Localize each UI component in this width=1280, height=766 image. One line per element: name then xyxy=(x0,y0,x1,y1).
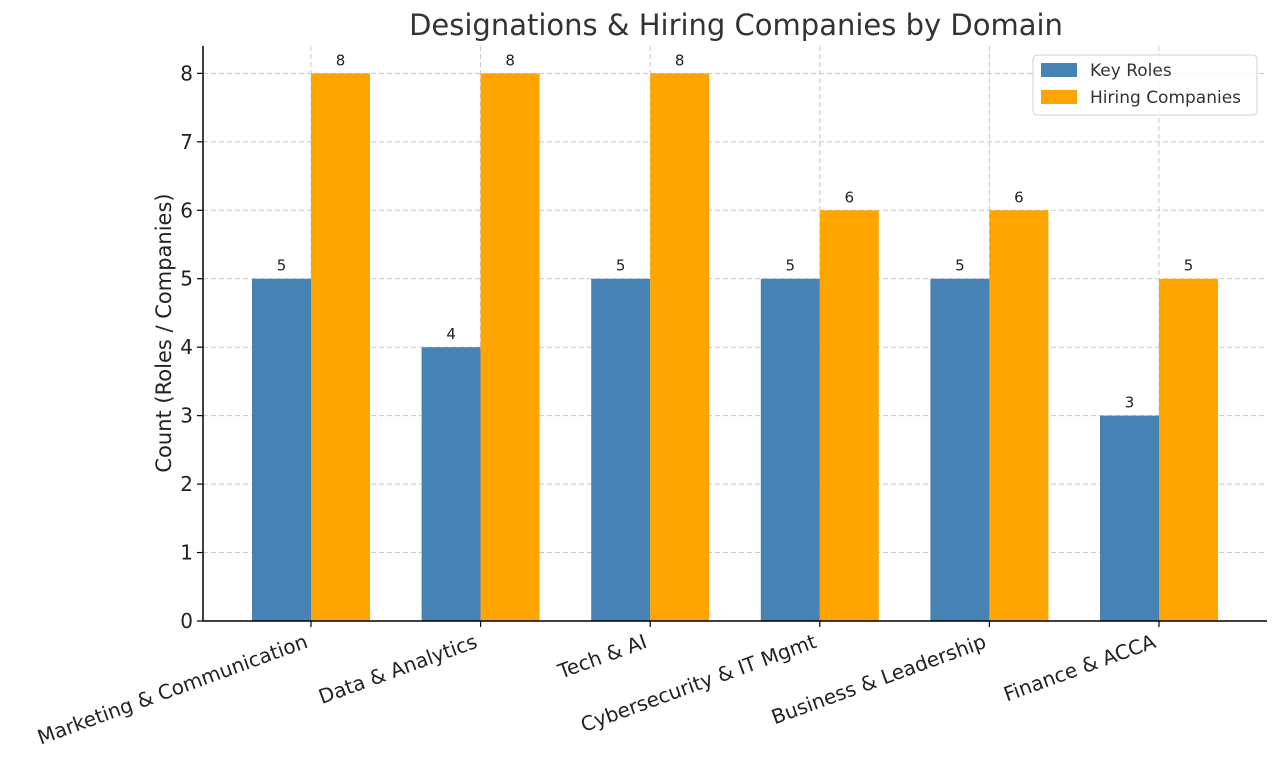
bar-value-label: 6 xyxy=(845,188,855,206)
bar-value-label: 5 xyxy=(616,257,626,275)
bar-value-label: 8 xyxy=(336,51,346,69)
y-tick-label: 8 xyxy=(180,61,193,85)
bar-hiring-companies xyxy=(819,210,879,622)
y-tick-label: 6 xyxy=(180,198,193,222)
y-tick-label: 5 xyxy=(180,267,193,291)
bar-hiring-companies xyxy=(989,210,1049,622)
bar-key-roles xyxy=(930,278,990,621)
bar-value-label: 5 xyxy=(955,257,965,275)
bars xyxy=(252,73,1218,622)
y-ticks: 0 1 2 3 4 5 6 7 8 xyxy=(180,61,203,633)
y-tick-label: 7 xyxy=(180,130,193,154)
bar-key-roles xyxy=(591,278,651,621)
legend-swatch xyxy=(1041,63,1077,77)
bar-value-label: 4 xyxy=(446,325,456,343)
legend-label: Key Roles xyxy=(1090,61,1172,81)
bar-key-roles xyxy=(421,347,481,621)
bar-value-label: 5 xyxy=(277,257,287,275)
bar-hiring-companies xyxy=(650,73,710,621)
y-tick-label: 2 xyxy=(180,472,193,496)
data-labels: 5 4 5 5 5 3 8 8 8 6 6 5 xyxy=(277,51,1194,411)
bar-key-roles xyxy=(1100,415,1159,621)
legend: Key Roles Hiring Companies xyxy=(1032,54,1258,116)
bar-hiring-companies xyxy=(1159,278,1218,621)
y-tick-label: 1 xyxy=(180,541,193,565)
y-axis-label: Count (Roles / Companies) xyxy=(152,193,176,472)
bar-hiring-companies xyxy=(480,73,540,621)
legend-label: Hiring Companies xyxy=(1090,88,1241,108)
bar-hiring-companies xyxy=(311,73,370,621)
y-tick-label: 3 xyxy=(180,404,193,428)
bar-key-roles xyxy=(252,278,311,621)
y-tick-label: 4 xyxy=(180,335,193,359)
grid xyxy=(203,46,1267,621)
y-tick-label: 0 xyxy=(180,609,193,633)
legend-swatch xyxy=(1041,90,1077,104)
bar-value-label: 8 xyxy=(675,51,685,69)
bar-value-label: 3 xyxy=(1125,394,1135,412)
bar-value-label: 8 xyxy=(505,51,515,69)
chart-title: Designations & Hiring Companies by Domai… xyxy=(409,8,1063,42)
bar-key-roles xyxy=(760,278,820,621)
legend-box xyxy=(1032,54,1258,116)
bar-value-label: 5 xyxy=(1184,257,1194,275)
bar-value-label: 5 xyxy=(786,257,796,275)
bar-value-label: 6 xyxy=(1014,188,1024,206)
